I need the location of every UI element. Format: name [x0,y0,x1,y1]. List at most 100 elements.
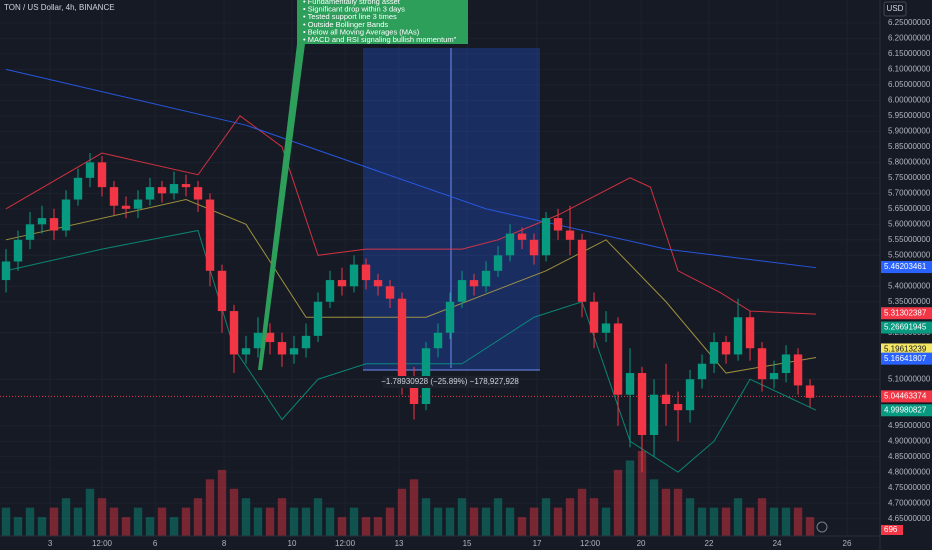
volume-bar [337,517,347,536]
currency[interactable]: USD [887,4,904,13]
volume-bar [565,498,575,536]
grid [0,395,880,397]
volume-bar [145,517,155,536]
annotation-line: • MACD and RSI signaling bullish momentu… [303,35,457,44]
candle-body [325,280,335,302]
volume-bar [169,517,179,536]
candle-body [505,233,515,256]
y-tick-label: 4.85000000 [888,452,931,461]
price-marker-label: 5.04463374 [884,391,927,400]
volume-bar [649,479,659,536]
candle-body [277,342,287,355]
annotation-line: • Tested support line 3 times [303,12,397,21]
price-marker-label: 4.99980827 [884,405,927,414]
volume-bar [313,498,323,536]
candle-body [745,317,755,349]
annotation-box [297,0,468,44]
annotation-line: • Below all Moving Averages (MAs) [303,27,420,36]
indicator-line [5,115,817,315]
candle-body [229,311,239,355]
price-axis [880,0,932,550]
volume-bar [85,488,95,536]
candle-body [433,332,443,349]
candle-body [25,224,35,240]
x-tick-label: 3 [48,539,53,548]
candle-body [697,363,707,380]
x-tick-label: 12:00 [92,539,113,548]
candle-body [289,348,299,355]
x-tick-label: 6 [153,539,158,548]
currency-box[interactable] [883,1,907,17]
price-marker-label: 5.46203461 [884,262,927,271]
candle-body [793,354,803,386]
y-tick-label: 4.65000000 [888,514,931,523]
candle-body [265,332,275,343]
price-marker [881,343,932,356]
candle-body [397,298,407,380]
volume [1,451,815,536]
candle-body [733,317,743,355]
candle-body [709,342,719,364]
candle-body [109,187,119,206]
candle-body [145,187,155,200]
x-tick-label: 8 [222,539,227,548]
volume-marker-label: 696 [884,525,898,534]
volume-bar [733,498,743,536]
x-tick-label: 10 [288,539,297,548]
y-tick-label: 5.85000000 [888,142,931,151]
price-marker [881,352,932,365]
candle-body [553,218,563,231]
candle-body [661,394,671,405]
candle-body [37,218,47,225]
volume-bar [541,498,551,536]
replay-icon[interactable] [816,521,828,533]
volume-marker [881,525,903,535]
candle-body [61,199,71,231]
price-marker [881,261,932,274]
candle-body [157,187,167,194]
volume-bar [121,517,131,536]
candle-body [445,301,455,333]
volume-bar [661,488,671,536]
candle-body [49,218,59,231]
volume-bar [181,507,191,536]
candle-body [805,385,815,398]
axes: 4.65000000 4.70000000 4.75000000 4.80000000… [48,18,932,548]
volume-bar [397,488,407,536]
candle-body [193,187,203,200]
y-tick-label: 4.75000000 [888,483,931,492]
y-tick-label: 6.10000000 [888,65,931,74]
y-tick-label: 6.25000000 [888,18,931,27]
volume-bar [289,507,299,536]
measure-label-bg [383,376,518,388]
candle-body [457,280,467,302]
candle-body [97,162,107,188]
candle-body [625,373,635,395]
volume-bar [457,498,467,536]
candle-body [181,184,191,188]
volume-bar [349,507,359,536]
y-tick-label: 4.95000000 [888,421,931,430]
volume-bar [637,451,647,536]
y-tick-label: 5.65000000 [888,204,931,213]
candle-body [757,348,767,380]
x-tick-label: 24 [773,539,782,548]
price-marker-label: 5.26691945 [884,323,927,332]
candle-body [205,199,215,271]
price-marker-label: 5.31302387 [884,308,927,317]
volume-bar [757,498,767,536]
candle-body [85,162,95,178]
volume-bar [625,460,635,536]
volume-bar [721,507,731,536]
volume-bar [469,507,479,536]
candle-body [685,379,695,411]
volume-bar [793,507,803,536]
volume-bar [217,469,227,536]
volume-bar [769,507,779,536]
x-tick-label: 22 [705,539,714,548]
candle-body [349,264,359,287]
candle-body [1,261,11,281]
candle-body [673,404,683,411]
y-tick-label: 5.55000000 [888,235,931,244]
candle-body [337,280,347,287]
